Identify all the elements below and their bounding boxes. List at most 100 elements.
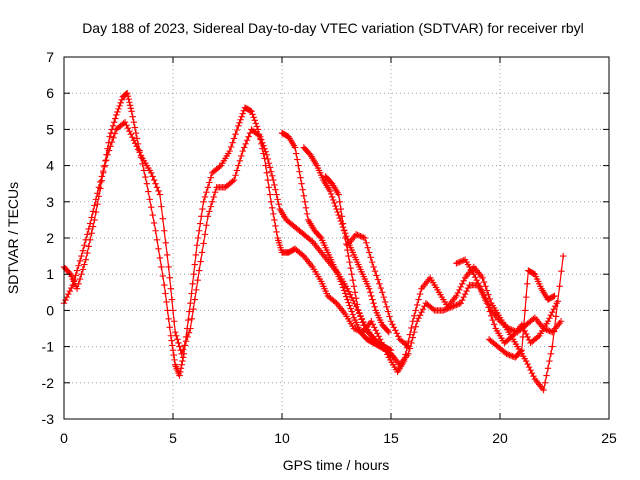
data-point xyxy=(347,264,354,272)
data-point xyxy=(363,239,370,247)
data-point xyxy=(73,285,81,292)
data-point xyxy=(155,245,162,253)
data-point xyxy=(170,318,178,325)
data-point xyxy=(376,280,383,288)
data-point xyxy=(239,147,246,155)
data-point xyxy=(274,196,281,203)
data-point xyxy=(352,295,360,302)
data-point xyxy=(173,332,180,339)
data-point xyxy=(92,208,100,216)
x-tick-label: 0 xyxy=(60,430,68,446)
data-point xyxy=(342,290,349,297)
data-point xyxy=(408,339,415,347)
data-point xyxy=(162,290,169,297)
data-point xyxy=(368,292,375,300)
data-point xyxy=(383,303,390,310)
data-point xyxy=(551,292,558,300)
data-point xyxy=(406,331,414,338)
data-point xyxy=(200,240,207,247)
data-point xyxy=(372,327,379,334)
data-point xyxy=(184,333,191,341)
data-point xyxy=(261,145,268,152)
data-point xyxy=(201,193,209,201)
data-point xyxy=(338,220,346,228)
data-point xyxy=(88,229,95,237)
data-point xyxy=(540,325,547,332)
data-point xyxy=(509,327,517,334)
data-point xyxy=(168,337,175,344)
data-point xyxy=(338,213,346,220)
data-point xyxy=(176,372,183,379)
data-point xyxy=(355,232,363,239)
data-point xyxy=(187,325,194,332)
data-point xyxy=(419,305,427,313)
data-point xyxy=(169,307,177,314)
data-point xyxy=(62,296,69,304)
data-point xyxy=(238,113,245,120)
data-point xyxy=(79,247,87,254)
data-point xyxy=(374,276,382,283)
data-point xyxy=(275,201,282,208)
data-point xyxy=(165,263,172,271)
data-point xyxy=(506,351,513,359)
data-point xyxy=(508,326,515,333)
data-point xyxy=(521,307,529,314)
x-axis-label: GPS time / hours xyxy=(283,457,390,473)
data-point xyxy=(209,198,216,205)
data-point xyxy=(552,302,559,310)
data-point xyxy=(541,379,549,386)
data-point xyxy=(335,191,342,198)
data-point xyxy=(268,204,276,212)
data-point xyxy=(457,299,464,307)
series-trace xyxy=(303,147,390,333)
data-point xyxy=(162,239,169,247)
data-point xyxy=(132,140,139,147)
data-point xyxy=(216,163,223,171)
data-point xyxy=(253,123,261,130)
data-point xyxy=(188,290,195,297)
data-point xyxy=(483,287,491,294)
data-point xyxy=(68,284,75,292)
data-point xyxy=(389,321,396,328)
data-point xyxy=(130,118,137,126)
data-point xyxy=(443,305,450,313)
data-point xyxy=(190,305,197,313)
data-point xyxy=(429,305,437,313)
data-point xyxy=(351,289,359,296)
data-point xyxy=(370,263,377,271)
data-point xyxy=(178,361,185,368)
data-point xyxy=(470,271,478,278)
data-point xyxy=(345,252,352,260)
data-point xyxy=(267,168,275,175)
data-point xyxy=(489,316,496,324)
data-point xyxy=(75,280,82,288)
data-point xyxy=(453,292,460,300)
data-point xyxy=(65,290,72,298)
data-point xyxy=(272,222,279,230)
data-point xyxy=(415,315,422,322)
data-point xyxy=(145,188,152,195)
data-point xyxy=(161,281,168,289)
y-tick-label: -1 xyxy=(42,339,55,355)
data-point xyxy=(463,287,470,295)
data-point xyxy=(148,204,155,211)
data-point xyxy=(416,312,424,319)
data-point xyxy=(194,277,201,284)
data-point xyxy=(233,167,241,174)
data-point xyxy=(117,99,124,107)
data-point xyxy=(454,259,462,266)
data-point xyxy=(354,231,361,239)
data-point xyxy=(413,318,421,325)
data-point xyxy=(258,136,265,143)
data-point xyxy=(207,203,214,210)
data-point xyxy=(544,327,552,334)
data-point xyxy=(546,327,553,335)
data-point xyxy=(444,305,451,312)
data-point xyxy=(412,323,419,330)
data-point xyxy=(195,227,203,234)
data-point xyxy=(136,149,143,156)
data-point xyxy=(379,289,386,296)
data-point xyxy=(358,233,366,240)
data-point xyxy=(296,168,303,175)
data-point xyxy=(273,191,280,198)
